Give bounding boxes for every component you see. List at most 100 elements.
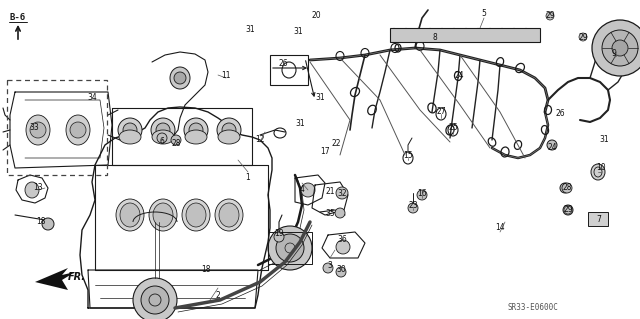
Circle shape — [408, 203, 418, 213]
Text: 26: 26 — [278, 60, 288, 69]
Text: 16: 16 — [417, 189, 427, 197]
Text: 11: 11 — [221, 70, 231, 79]
Circle shape — [592, 20, 640, 76]
Ellipse shape — [186, 203, 206, 227]
Circle shape — [30, 122, 46, 138]
Circle shape — [184, 118, 208, 142]
Bar — [588, 212, 608, 226]
Text: 10: 10 — [596, 164, 606, 173]
Text: 30: 30 — [336, 265, 346, 275]
Circle shape — [133, 278, 177, 319]
Circle shape — [42, 218, 54, 230]
Circle shape — [590, 215, 598, 223]
Circle shape — [563, 205, 573, 215]
Text: 3: 3 — [328, 261, 332, 270]
Text: 29: 29 — [578, 33, 588, 41]
Text: 2: 2 — [216, 291, 220, 300]
Circle shape — [323, 263, 333, 273]
Text: 19: 19 — [274, 229, 284, 239]
Circle shape — [268, 226, 312, 270]
Ellipse shape — [219, 203, 239, 227]
Circle shape — [276, 234, 304, 262]
Ellipse shape — [26, 115, 50, 145]
Circle shape — [222, 123, 236, 137]
Ellipse shape — [66, 115, 90, 145]
Text: 15: 15 — [403, 152, 413, 160]
Text: 29: 29 — [545, 11, 555, 20]
Circle shape — [274, 232, 284, 242]
Text: 28: 28 — [563, 183, 572, 192]
Text: 31: 31 — [245, 25, 255, 33]
Text: 4: 4 — [300, 184, 305, 194]
Circle shape — [562, 183, 572, 193]
Circle shape — [602, 30, 638, 66]
Text: 31: 31 — [315, 93, 325, 101]
Ellipse shape — [119, 130, 141, 144]
Circle shape — [547, 140, 557, 150]
Text: 18: 18 — [201, 265, 211, 275]
Ellipse shape — [591, 164, 605, 180]
Text: 12: 12 — [255, 135, 265, 144]
Text: 31: 31 — [599, 135, 609, 144]
Text: FR.: FR. — [68, 272, 86, 282]
Text: 14: 14 — [495, 224, 505, 233]
Circle shape — [141, 286, 169, 314]
Bar — [270, 55, 308, 85]
Circle shape — [301, 183, 315, 197]
Text: 28: 28 — [172, 138, 180, 147]
Ellipse shape — [153, 203, 173, 227]
Circle shape — [217, 118, 241, 142]
Text: B-6: B-6 — [9, 13, 25, 22]
Text: 5: 5 — [481, 9, 486, 18]
Text: 36: 36 — [337, 235, 347, 244]
Circle shape — [157, 133, 167, 143]
Circle shape — [417, 190, 427, 200]
Ellipse shape — [152, 130, 174, 144]
Ellipse shape — [185, 130, 207, 144]
Ellipse shape — [182, 199, 210, 231]
Text: 27: 27 — [436, 108, 446, 116]
Circle shape — [526, 31, 534, 39]
Text: 24: 24 — [454, 71, 464, 80]
Circle shape — [118, 118, 142, 142]
Text: 32: 32 — [337, 189, 347, 197]
Text: 8: 8 — [433, 33, 437, 42]
Text: 31: 31 — [293, 27, 303, 36]
Ellipse shape — [149, 199, 177, 231]
Circle shape — [151, 118, 175, 142]
Text: 21: 21 — [325, 188, 335, 197]
Circle shape — [564, 206, 572, 214]
Text: 1: 1 — [246, 174, 250, 182]
Circle shape — [174, 72, 186, 84]
Polygon shape — [35, 268, 75, 290]
Circle shape — [189, 123, 203, 137]
Text: 33: 33 — [29, 123, 39, 132]
Text: 17: 17 — [320, 147, 330, 157]
Circle shape — [446, 31, 454, 39]
Ellipse shape — [170, 67, 190, 89]
Text: 13: 13 — [33, 182, 43, 191]
Text: 26: 26 — [555, 108, 565, 117]
Text: 24: 24 — [547, 143, 557, 152]
Circle shape — [171, 135, 181, 145]
Text: 29: 29 — [563, 205, 573, 214]
Circle shape — [156, 123, 170, 137]
Text: SR33-E0600C: SR33-E0600C — [508, 302, 559, 311]
Text: 25: 25 — [448, 123, 458, 132]
Circle shape — [579, 33, 587, 41]
Circle shape — [612, 40, 628, 56]
Ellipse shape — [218, 130, 240, 144]
Circle shape — [560, 183, 570, 193]
Ellipse shape — [25, 182, 39, 198]
Circle shape — [335, 208, 345, 218]
Text: 35: 35 — [325, 209, 335, 218]
Text: 20: 20 — [311, 11, 321, 20]
Text: 7: 7 — [596, 216, 602, 225]
Bar — [390, 28, 540, 42]
Bar — [7, 80, 107, 175]
Circle shape — [70, 122, 86, 138]
Text: 31: 31 — [295, 120, 305, 129]
Circle shape — [396, 31, 404, 39]
Ellipse shape — [120, 203, 140, 227]
Circle shape — [336, 187, 348, 199]
